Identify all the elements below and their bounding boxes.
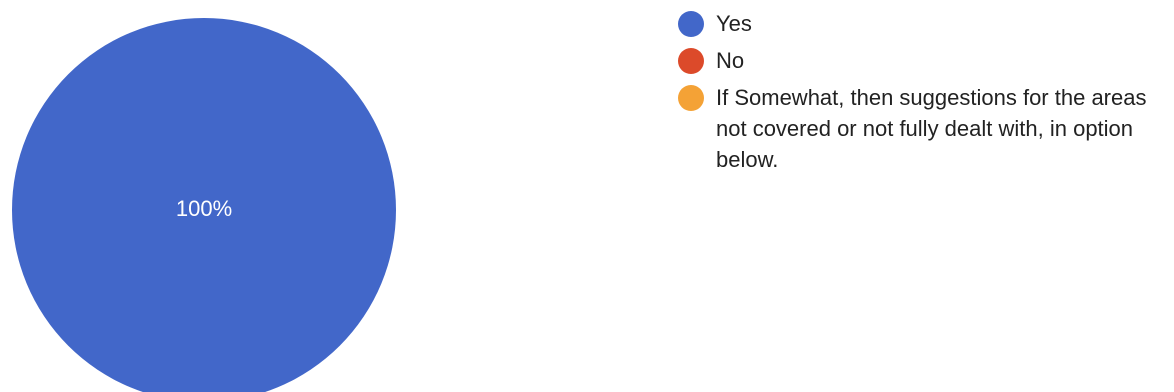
legend-swatch-no xyxy=(678,48,704,74)
legend-item-no[interactable]: No xyxy=(678,45,1168,76)
legend-swatch-somewhat xyxy=(678,85,704,111)
pie-data-label: 100% xyxy=(176,196,232,221)
legend-item-somewhat[interactable]: If Somewhat, then suggestions for the ar… xyxy=(678,82,1168,175)
legend-label-yes: Yes xyxy=(716,11,752,36)
legend-swatch-yes xyxy=(678,11,704,37)
legend-label-no: No xyxy=(716,48,745,73)
pie-plot-area: 100% xyxy=(12,18,396,392)
legend-item-yes[interactable]: Yes xyxy=(678,8,1168,39)
chart-legend: Yes No If Somewhat, then suggestions for… xyxy=(678,8,1168,181)
legend-label-somewhat: If Somewhat, then suggestions for the ar… xyxy=(716,85,1147,172)
pie-slice-yes[interactable] xyxy=(12,18,396,392)
